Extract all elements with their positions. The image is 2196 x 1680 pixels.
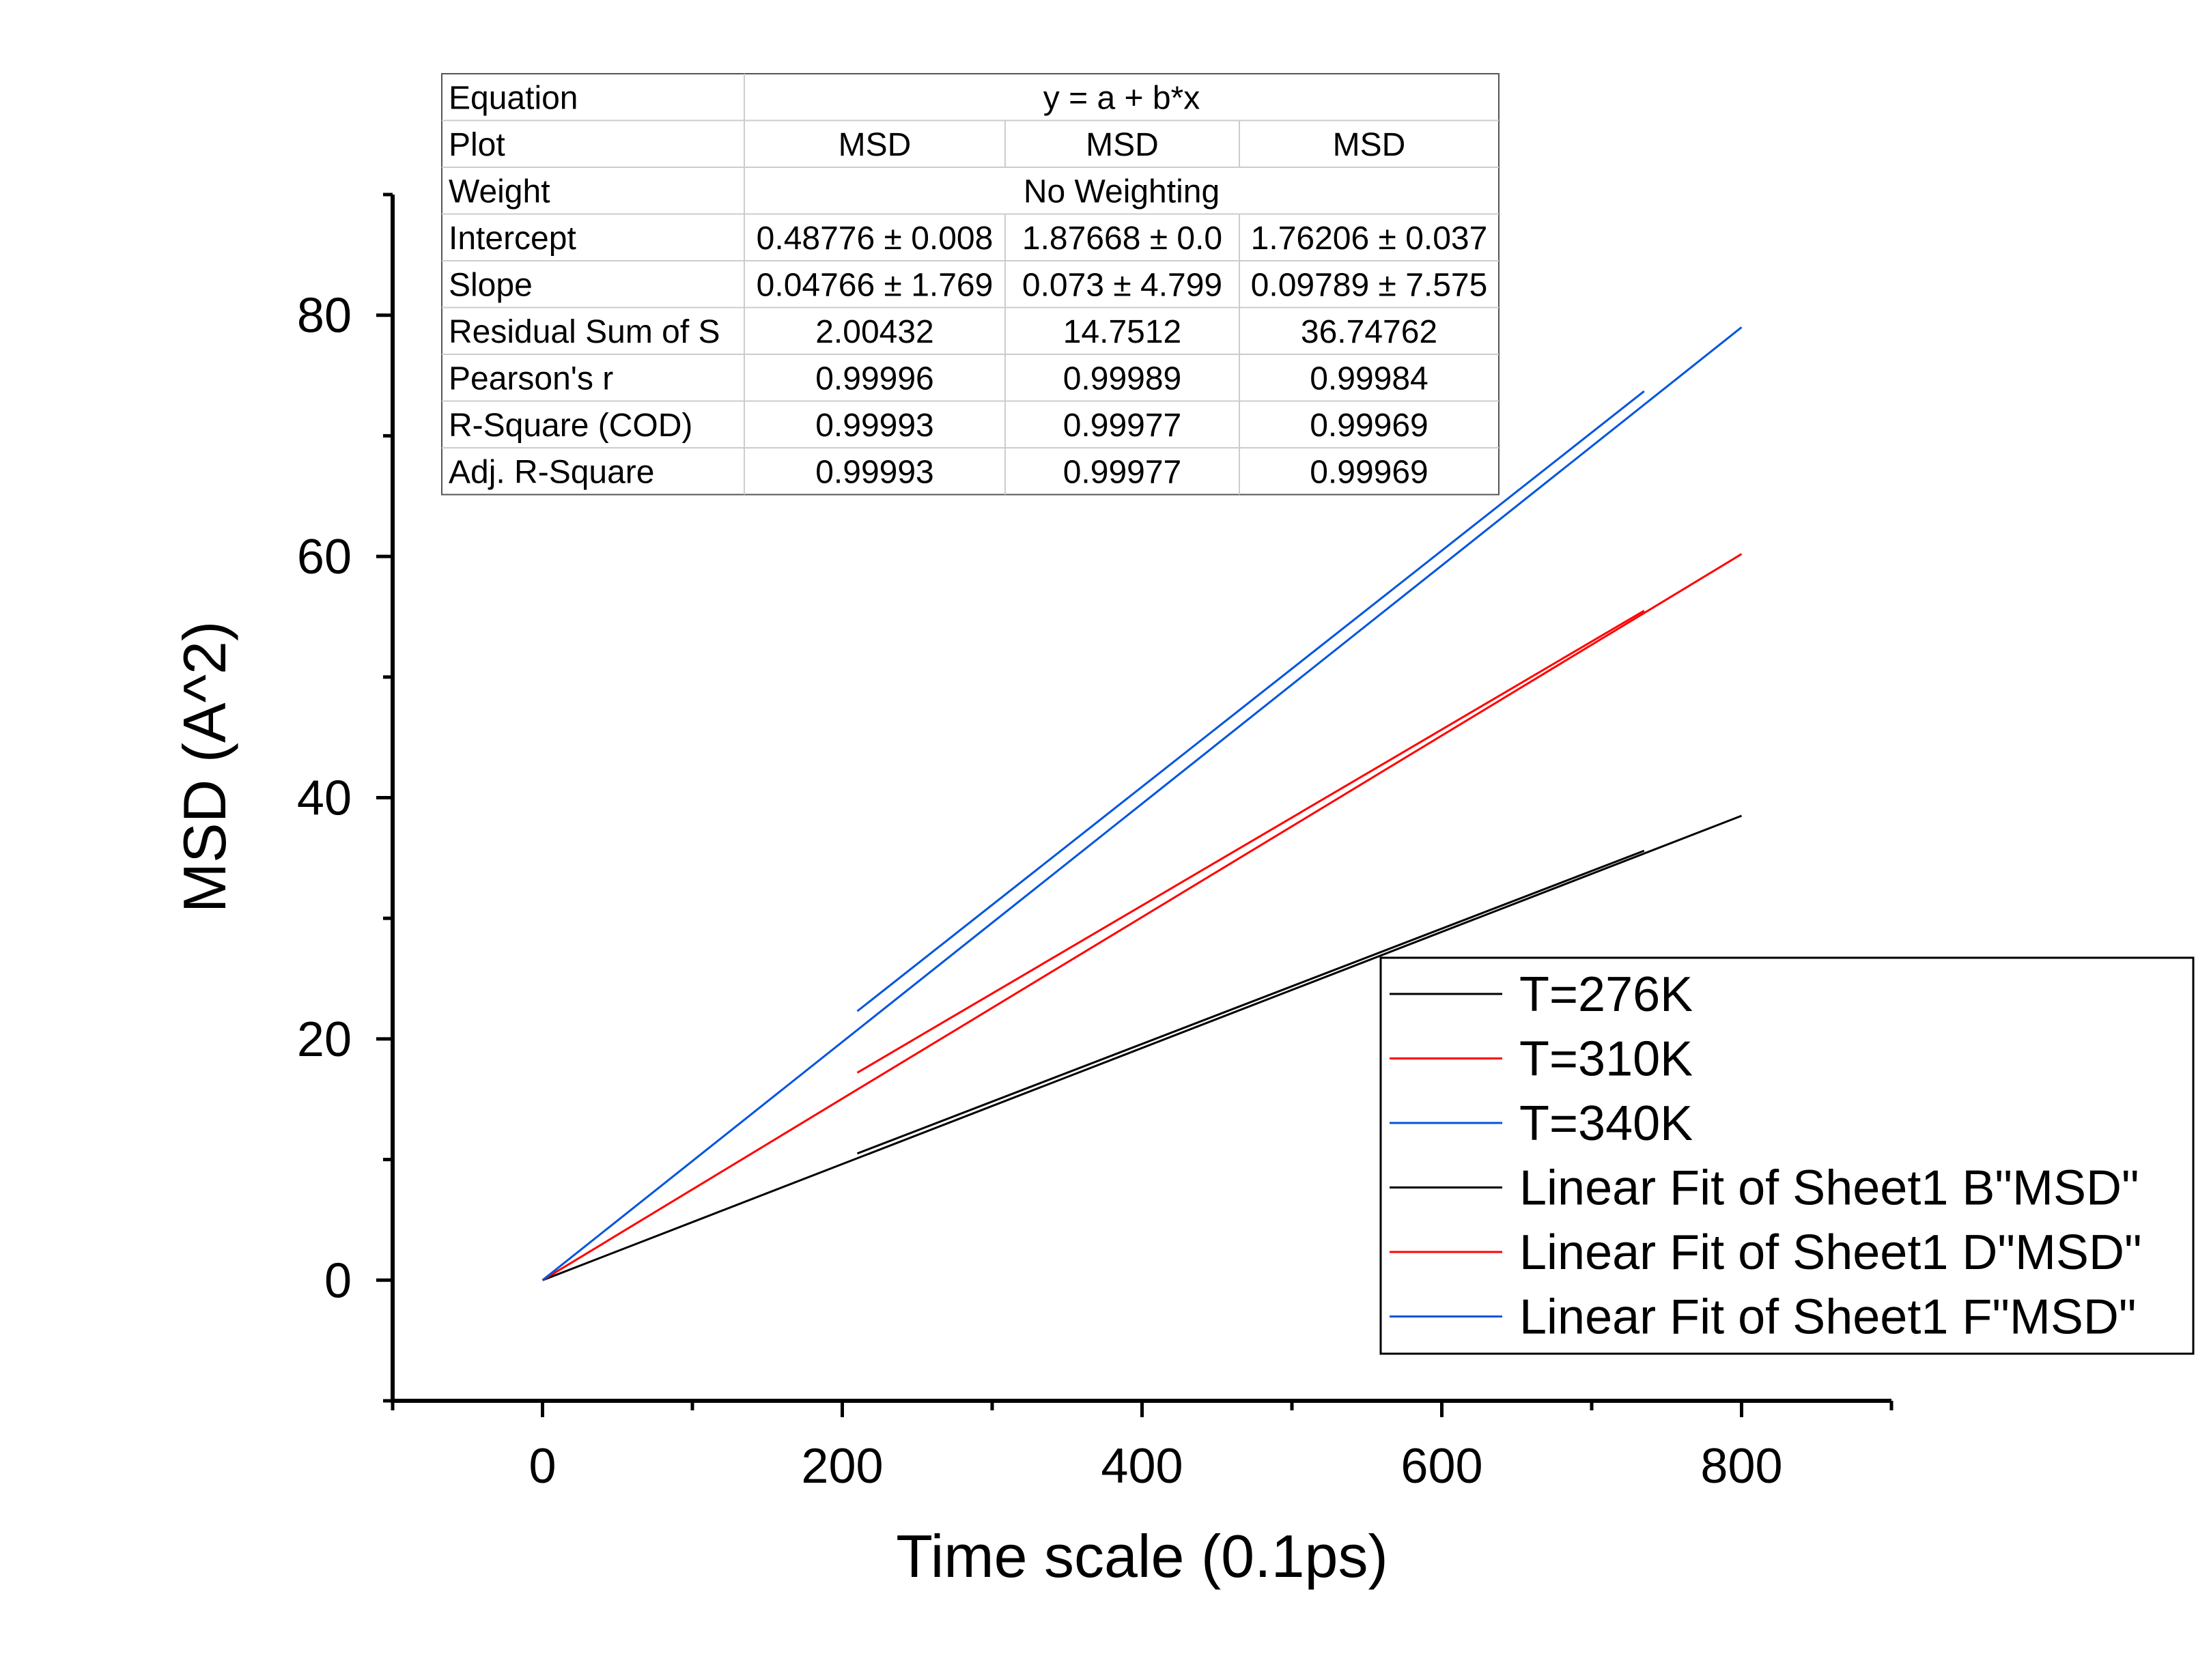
table-row-label: Adj. R-Square <box>449 454 654 490</box>
y-tick-label: 20 <box>297 1012 352 1067</box>
table-cell: 0.99993 <box>815 408 934 444</box>
table-cell: 0.99989 <box>1063 360 1182 397</box>
table-cell: 1.87668 ± 0.0 <box>1022 220 1222 257</box>
table-cell: 0.99977 <box>1063 408 1182 444</box>
table-row-label: Weight <box>449 173 550 210</box>
table-cell: 0.99969 <box>1310 454 1428 490</box>
table-cell: MSD <box>839 127 912 163</box>
table-row-label: Intercept <box>449 220 576 257</box>
x-tick-label: 600 <box>1400 1439 1482 1494</box>
table-cell: 0.99977 <box>1063 454 1182 490</box>
table-cell: 0.073 ± 4.799 <box>1022 267 1222 303</box>
table-cell: 1.76206 ± 0.037 <box>1251 220 1488 257</box>
legend-frame <box>1379 956 2195 1355</box>
series-line-fit-4 <box>856 610 1645 1074</box>
series-line-1 <box>541 553 1743 1281</box>
table-cell: 0.48776 ± 0.008 <box>757 220 994 257</box>
table-cell: 0.99993 <box>815 454 934 490</box>
series-line-2 <box>541 326 1743 1281</box>
y-tick-label: 0 <box>324 1253 352 1308</box>
table-row-label: R-Square (COD) <box>449 408 692 444</box>
table-cell: 0.99969 <box>1310 408 1428 444</box>
table-cell: MSD <box>1086 127 1159 163</box>
table-span-cell: y = a + b*x <box>1043 80 1200 116</box>
table-cell: MSD <box>1333 127 1406 163</box>
table-cell: 36.74762 <box>1301 314 1437 350</box>
table-cell: 0.09789 ± 7.575 <box>1251 267 1488 303</box>
plot-area <box>541 326 1743 1281</box>
series-line-fit-3 <box>856 849 1645 1155</box>
x-tick-label: 400 <box>1101 1439 1183 1494</box>
table-row-label: Equation <box>449 80 578 116</box>
legend-label: Linear Fit of Sheet1 F"MSD" <box>1519 1290 2136 1345</box>
table-row-label: Residual Sum of S <box>449 314 720 350</box>
legend-label: Linear Fit of Sheet1 D"MSD" <box>1519 1225 2142 1280</box>
fit-parameters-table: Equation y = a + b*x Plot MSD MSD MSD Weight No… <box>441 73 1500 496</box>
legend-label: T=310K <box>1519 1032 1693 1087</box>
x-axis-title: Time scale (0.1ps) <box>896 1522 1388 1590</box>
table-cell: 2.00432 <box>815 314 934 350</box>
table-row-label: Plot <box>449 127 505 163</box>
table-frame <box>441 73 1500 496</box>
x-tick-label: 200 <box>801 1439 883 1494</box>
legend-label: T=340K <box>1519 1096 1693 1151</box>
x-tick-label: 0 <box>529 1439 556 1494</box>
y-tick-label: 40 <box>297 771 352 826</box>
axes: 0 200 400 600 800 0 20 40 60 80 Time scale (0.1ps)… <box>171 193 1894 1590</box>
table-cell: 0.99984 <box>1310 360 1428 397</box>
legend: T=276K T=310K T=340K Linear Fit of Sheet1 B… <box>1379 956 2195 1355</box>
legend-label: Linear Fit of Sheet1 B"MSD" <box>1519 1161 2139 1216</box>
table-span-cell: No Weighting <box>1024 173 1220 210</box>
y-axis-title: MSD (A^2) <box>171 621 238 913</box>
series-line-0 <box>541 814 1743 1281</box>
table-row-label: Slope <box>449 267 533 303</box>
y-tick-label: 80 <box>297 289 352 343</box>
table-cell: 0.04766 ± 1.769 <box>757 267 994 303</box>
table-cell: 14.7512 <box>1063 314 1182 350</box>
table-cell: 0.99996 <box>815 360 934 397</box>
table-row-label: Pearson's r <box>449 360 613 397</box>
series-line-fit-5 <box>856 390 1645 1012</box>
legend-label: T=276K <box>1519 967 1693 1022</box>
y-tick-label: 60 <box>297 530 352 584</box>
x-tick-label: 800 <box>1700 1439 1782 1494</box>
